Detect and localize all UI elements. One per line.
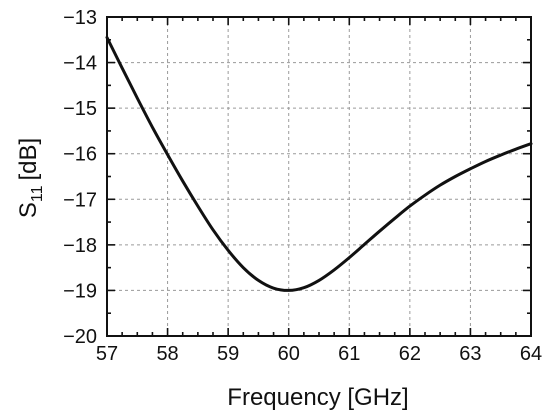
y-axis-title-base: S bbox=[15, 202, 42, 218]
grid-lines bbox=[107, 17, 531, 336]
y-tick-label: −17 bbox=[63, 189, 97, 211]
y-tick-label: −16 bbox=[63, 144, 97, 166]
y-axis-title-unit: [dB] bbox=[15, 138, 42, 181]
y-tick-label: −18 bbox=[63, 235, 97, 257]
x-axis-title: Frequency [GHz] bbox=[227, 384, 408, 411]
x-tick-label: 63 bbox=[459, 343, 481, 365]
plot-frame bbox=[106, 16, 532, 337]
x-tick-labels: 57 58 59 60 61 62 63 64 bbox=[96, 343, 542, 365]
x-tick-label: 61 bbox=[338, 343, 360, 365]
axis-ticks bbox=[106, 16, 532, 337]
s11-curve-series bbox=[105, 36, 533, 292]
x-tick-label: 58 bbox=[156, 343, 178, 365]
y-tick-labels: −13 −14 −15 −16 −17 −18 −19 −20 bbox=[63, 7, 97, 348]
y-tick-label: −15 bbox=[63, 98, 97, 120]
y-axis-title: S11 [dB] bbox=[15, 138, 46, 218]
x-tick-label: 60 bbox=[278, 343, 300, 365]
y-tick-label: −19 bbox=[63, 280, 97, 302]
x-tick-label: 57 bbox=[96, 343, 118, 365]
x-tick-label: 59 bbox=[217, 343, 239, 365]
x-tick-label: 62 bbox=[399, 343, 421, 365]
y-tick-label: −14 bbox=[63, 53, 97, 75]
y-tick-label: −13 bbox=[63, 7, 97, 29]
x-tick-label: 64 bbox=[520, 343, 542, 365]
y-tick-label: −20 bbox=[63, 326, 97, 348]
y-axis-title-subscript: 11 bbox=[29, 185, 46, 202]
